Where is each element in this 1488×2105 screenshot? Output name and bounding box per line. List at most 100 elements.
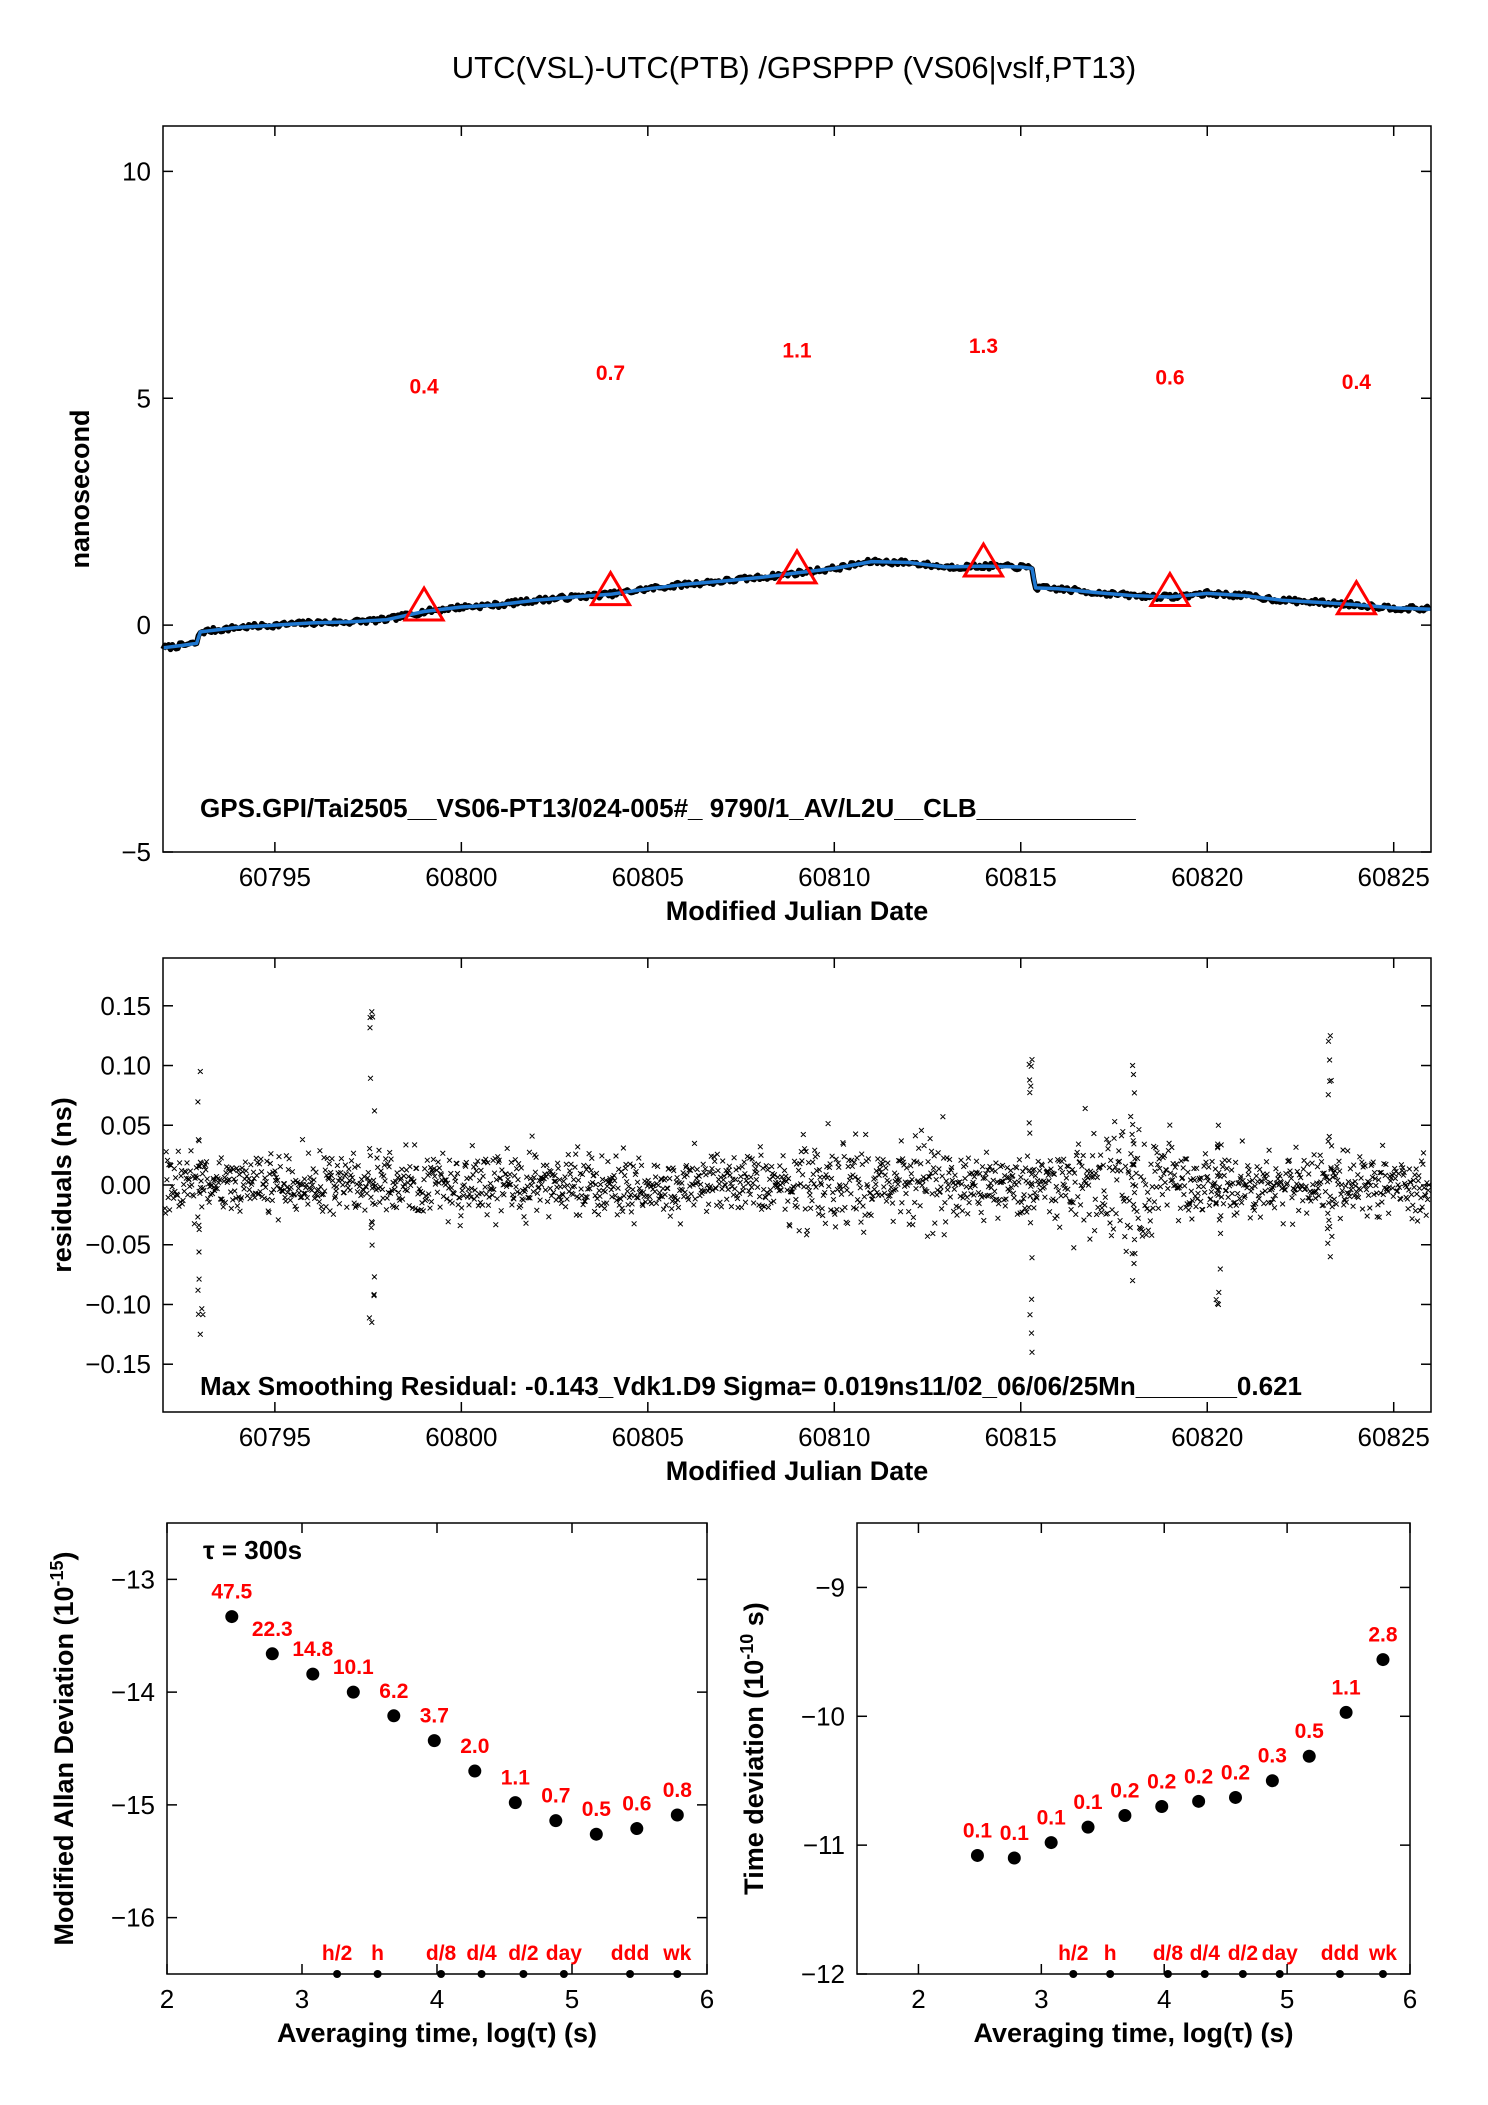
deviation-point	[346, 1685, 360, 1699]
y-tick-label: −5	[121, 837, 151, 867]
y-tick-label: 5	[137, 383, 151, 413]
y-tick-label: 0.00	[100, 1170, 151, 1200]
deviation-point	[630, 1822, 644, 1836]
deviation-value-label: 0.2	[1147, 1770, 1176, 1793]
x-tick-label: 60825	[1358, 1422, 1430, 1452]
y-tick-label: −13	[111, 1564, 155, 1594]
x-axis-label: Averaging time, log(τ) (s)	[973, 2018, 1293, 2048]
interval-label: wk	[662, 1942, 691, 1965]
deviation-point	[468, 1764, 482, 1778]
x-tick-label: 60805	[612, 1422, 684, 1452]
deviation-value-label: 1.1	[1331, 1676, 1361, 1699]
tdev-panel: 0.1 0.1 0.1 0.1 0.2 0.2 0.2 0.2 0.3 0.5 1.1 2.8 h/2 h…	[737, 1522, 1417, 2048]
timeseries-note: GPS.GPI/Tai2505__VS06-PT13/024-005#_ 979…	[200, 793, 1136, 823]
deviation-value-label: 3.7	[420, 1705, 449, 1728]
deviation-point	[1228, 1790, 1242, 1804]
x-tick-label: 60810	[798, 862, 870, 892]
x-tick-label: 60815	[985, 1422, 1057, 1452]
x-tick-label: 60820	[1171, 1422, 1243, 1452]
triangle-marker	[1334, 578, 1379, 616]
plot-frame	[856, 1522, 1411, 1975]
deviation-point	[549, 1814, 563, 1828]
deviation-value-label: 0.6	[622, 1793, 651, 1816]
deviation-point	[1192, 1794, 1206, 1808]
deviation-point	[589, 1827, 603, 1841]
x-tick-label: 5	[1280, 1984, 1294, 2014]
triangle-value-label: 0.4	[1342, 371, 1372, 394]
y-tick-label: −15	[111, 1790, 155, 1820]
interval-label: ddd	[1321, 1942, 1359, 1965]
deviation-value-label: 0.1	[1073, 1791, 1103, 1814]
deviation-value-label: 10.1	[333, 1656, 374, 1679]
deviation-value-label: 14.8	[292, 1638, 333, 1661]
x-axis-label: Averaging time, log(τ) (s)	[277, 2018, 597, 2048]
x-tick-label: 4	[1157, 1984, 1171, 2014]
interval-label: h/2	[1058, 1942, 1088, 1965]
mdev-panel: 47.522.314.810.16.2 3.7 2.0 1.1 0.7 0.5 0.6 0.8…	[47, 1522, 714, 2048]
tau-note: τ = 300s	[203, 1535, 302, 1565]
deviation-value-label: 47.5	[211, 1581, 252, 1604]
deviation-value-label: 0.1	[963, 1819, 993, 1842]
triangle-value-label: 0.7	[596, 362, 625, 385]
deviation-value-label: 0.2	[1221, 1761, 1250, 1784]
y-axis-label: Time deviation (10-10 s)	[737, 1602, 769, 1895]
deviation-point	[387, 1709, 401, 1723]
interval-label: d/4	[466, 1942, 497, 1965]
x-tick-label: 3	[295, 1984, 309, 2014]
deviation-point	[225, 1610, 239, 1624]
deviation-point	[1339, 1705, 1353, 1719]
interval-label: h/2	[322, 1942, 352, 1965]
x-tick-label: 60810	[798, 1422, 870, 1452]
deviation-value-label: 6.2	[379, 1680, 408, 1703]
y-axis-label-exponent: -10	[737, 1634, 757, 1660]
x-tick-label: 60800	[425, 862, 497, 892]
triangle-marker	[961, 541, 1006, 578]
deviation-point	[1081, 1820, 1095, 1834]
interval-label: day	[546, 1942, 583, 1965]
x-tick-label: 60805	[612, 862, 684, 892]
y-tick-label: 0.05	[100, 1110, 151, 1140]
y-tick-label: 10	[122, 156, 151, 186]
y-axis-label-exponent: -15	[47, 1560, 67, 1586]
x-axis-label: Modified Julian Date	[666, 1456, 929, 1486]
deviation-value-label: 1.1	[501, 1767, 531, 1790]
deviation-point	[1376, 1653, 1390, 1667]
deviation-point	[970, 1848, 984, 1862]
triangle-marker	[588, 569, 633, 607]
residuals-note: Max Smoothing Residual: -0.143_Vdk1.D9 S…	[200, 1371, 1302, 1401]
x-tick-label: 60825	[1358, 862, 1430, 892]
x-tick-label: 60795	[239, 862, 311, 892]
y-tick-label: −14	[111, 1677, 155, 1707]
triangle-marker	[775, 547, 819, 585]
residuals-panel: Max Smoothing Residual: -0.143_Vdk1.D9 S…	[47, 957, 1432, 1486]
deviation-point	[670, 1808, 684, 1822]
deviation-value-label: 0.3	[1258, 1745, 1287, 1768]
plot-frame	[162, 125, 1432, 853]
interval-label: d/4	[1190, 1942, 1221, 1965]
interval-label: d/8	[1153, 1942, 1184, 1965]
interval-label: ddd	[611, 1942, 649, 1965]
deviation-value-label: 2.8	[1368, 1624, 1398, 1647]
y-tick-label: −9	[815, 1572, 845, 1602]
x-tick-label: 60815	[985, 862, 1057, 892]
deviation-point	[1007, 1851, 1021, 1865]
deviation-point	[508, 1796, 522, 1810]
triangle-marker	[1148, 570, 1192, 608]
deviation-value-label: 0.2	[1110, 1780, 1139, 1803]
y-tick-label: −0.05	[85, 1230, 151, 1260]
timeseries-panel: 0.4 0.7 1.1 1.3 0.6 0.4 GPS.GPI/Tai2505__VS06-…	[65, 125, 1432, 926]
deviation-point	[306, 1667, 320, 1681]
deviation-point	[1302, 1749, 1316, 1763]
x-tick-label: 6	[700, 1984, 714, 2014]
deviation-value-label: 0.5	[582, 1798, 612, 1821]
y-axis-label-close: s)	[739, 1602, 769, 1634]
y-tick-label: 0	[137, 610, 151, 640]
deviation-value-label: 0.7	[541, 1785, 570, 1808]
interval-label: day	[1262, 1942, 1299, 1965]
figure-title: UTC(VSL)-UTC(PTB) /GPSPPP (VS06|vslf,PT1…	[452, 50, 1136, 85]
x-tick-label: 3	[1034, 1984, 1048, 2014]
y-tick-label: −0.15	[85, 1349, 151, 1379]
y-tick-label: −10	[801, 1701, 845, 1731]
deviation-point	[1044, 1836, 1058, 1850]
